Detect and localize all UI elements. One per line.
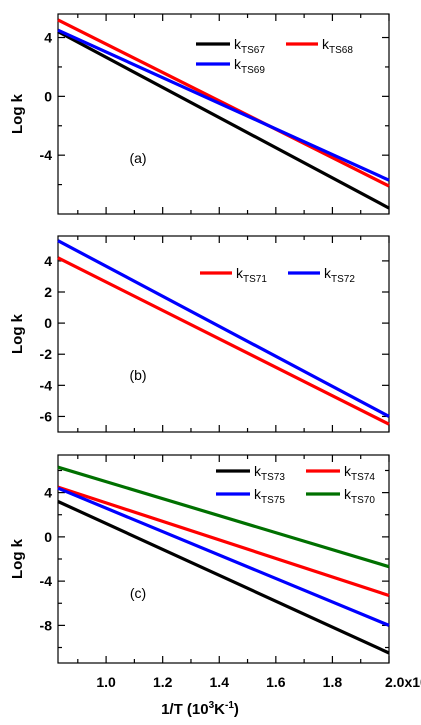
y-axis-label: Log k (9, 538, 26, 579)
legend-subscript: TS69 (241, 65, 265, 76)
y-tick-label: 0 (44, 88, 52, 104)
legend-subscript: TS71 (243, 274, 267, 285)
y-tick-label: 0 (44, 315, 52, 331)
legend-subscript: TS73 (261, 472, 285, 483)
x-tick-label: 1.0 (96, 674, 116, 690)
legend-label: kTS74 (344, 463, 375, 483)
legend-subscript: TS70 (351, 495, 375, 506)
series-line-ts68 (57, 18, 390, 188)
y-tick-label: -6 (40, 408, 53, 424)
x-axis-label-part: ) (234, 701, 239, 718)
legend-symbol: k (234, 56, 242, 72)
panel-label: (c) (130, 585, 146, 601)
plot-frame (57, 13, 390, 215)
x-tick-label: 1.2 (153, 674, 173, 690)
y-tick-label: 4 (44, 485, 52, 501)
y-tick-label: -4 (40, 573, 53, 589)
y-axis-label: Log k (9, 93, 26, 134)
legend-subscript: TS67 (241, 45, 265, 56)
panel-label: (b) (129, 367, 146, 383)
legend-label: kTS71 (236, 265, 267, 285)
series-line-ts71 (57, 256, 390, 426)
legend-label: kTS72 (324, 265, 355, 285)
series-line-ts67 (57, 30, 390, 210)
y-tick-label: -4 (40, 377, 53, 393)
y-tick-label: 4 (44, 30, 52, 46)
plot-frame (57, 235, 390, 433)
y-tick-label: 0 (44, 529, 52, 545)
y-tick-label: 2 (44, 284, 52, 300)
legend-label: kTS69 (234, 56, 265, 76)
legend-symbol: k (254, 463, 262, 479)
legend-symbol: k (324, 265, 332, 281)
y-tick-label: 4 (44, 253, 52, 269)
legend-label: kTS70 (344, 486, 375, 506)
legend-label: kTS68 (322, 36, 353, 56)
legend-subscript: TS75 (261, 495, 285, 506)
x-axis-label-part: -1 (225, 700, 234, 711)
x-axis-labels: 1.0 1.2 1.4 1.6 1.8 2.0x10-3 1/T (103K-1) (96, 673, 421, 718)
legend-symbol: k (254, 486, 262, 502)
x-tick-label: 1.4 (210, 674, 230, 690)
legend-subscript: TS68 (329, 45, 353, 56)
panel-label: (a) (129, 150, 146, 166)
x-axis-label: 1/T (103K-1) (161, 700, 239, 718)
y-axis-label: Log k (9, 313, 26, 354)
legend-subscript: TS74 (351, 472, 375, 483)
series-line-ts72 (57, 239, 390, 418)
legend-subscript: TS72 (331, 274, 355, 285)
x-tick-label: 1.6 (266, 674, 286, 690)
x-tick-label: 1.8 (323, 674, 343, 690)
legend-symbol: k (236, 265, 244, 281)
legend-label: kTS73 (254, 463, 285, 483)
legend-symbol: k (344, 463, 352, 479)
series-line-ts74 (57, 485, 390, 598)
y-tick-label: -8 (40, 617, 53, 633)
x-axis-label-part: 3 (209, 700, 215, 711)
series-line-ts75 (57, 486, 390, 627)
x-tick-label: 2.0x10-3 (385, 673, 421, 690)
x-axis-label-part: K (214, 701, 225, 718)
series-line-ts73 (57, 500, 390, 655)
legend-symbol: k (234, 36, 242, 52)
legend-label: kTS75 (254, 486, 285, 506)
legend-symbol: k (344, 486, 352, 502)
x-axis-label-part: 1/T (10 (161, 701, 209, 718)
legend-label: kTS67 (234, 36, 265, 56)
legend-symbol: k (322, 36, 330, 52)
series-line-ts70 (57, 465, 390, 569)
y-tick-label: -2 (40, 346, 53, 362)
y-tick-label: -4 (40, 147, 53, 163)
series-line-ts69 (57, 28, 390, 182)
